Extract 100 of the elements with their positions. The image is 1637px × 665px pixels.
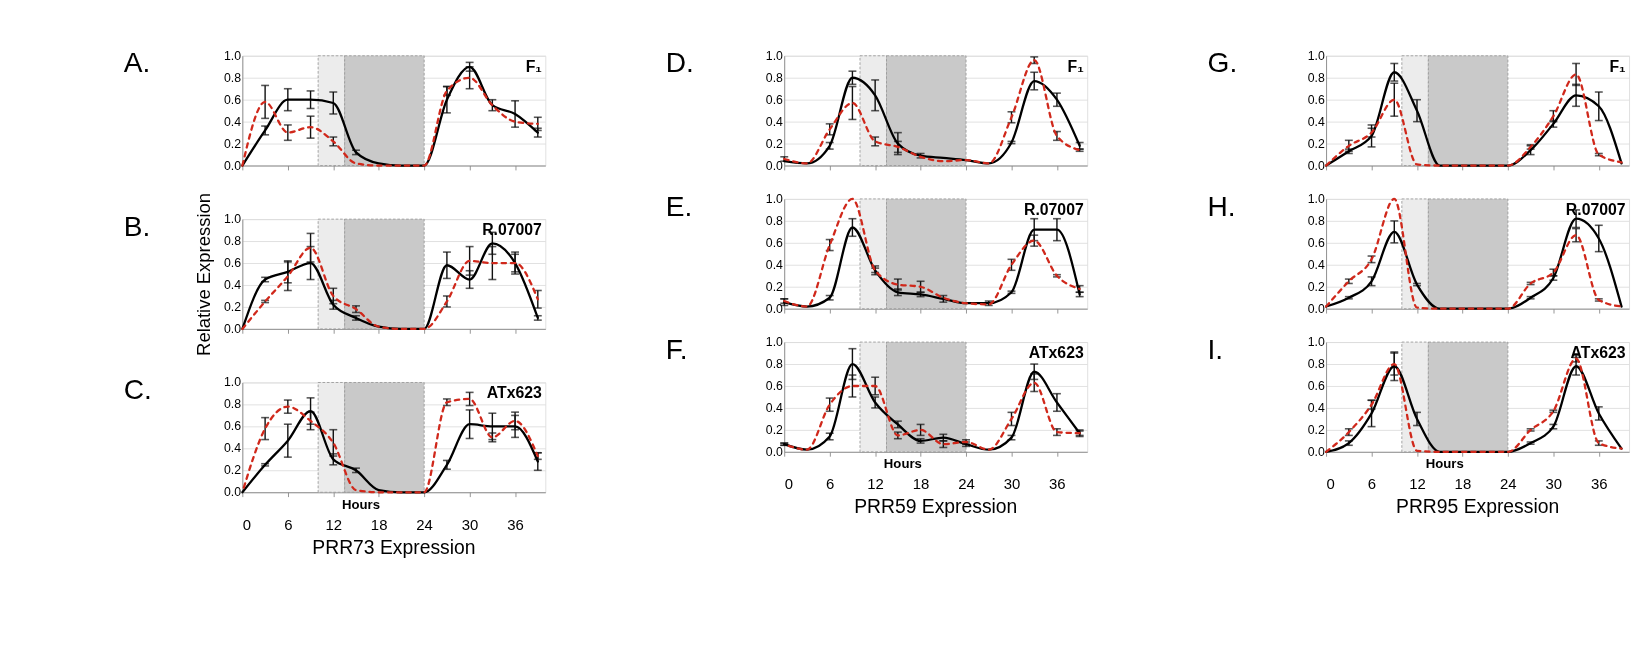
text: F. <box>665 333 688 365</box>
annotation: R.07007 <box>482 220 543 238</box>
line-series <box>1324 217 1623 310</box>
x-tick-label: 18 <box>370 515 388 533</box>
annotation: R.07007 <box>1023 200 1084 218</box>
y-tick-label: 0.8 <box>223 70 242 85</box>
y-tick-label: 1.0 <box>223 375 242 390</box>
y-tick-label: 0.4 <box>223 114 242 129</box>
text: E. <box>665 190 693 222</box>
x-axis-title: Hours <box>341 496 380 512</box>
y-tick-label: 0.6 <box>1307 235 1325 250</box>
y-tick-label: 1.0 <box>765 48 784 63</box>
y-tick-label: 0.4 <box>223 441 242 456</box>
y-tick-label: 0.4 <box>765 257 784 272</box>
y-tick-label: 0.0 <box>1307 158 1325 173</box>
x-tick-label: 12 <box>325 515 343 533</box>
annotation: ATx623 <box>1028 343 1084 361</box>
y-tick-label: 0.6 <box>765 235 784 250</box>
y-tick-label: 0.2 <box>223 136 242 151</box>
x-tick-label: 0 <box>1326 475 1335 493</box>
x-tick-label: 0 <box>242 515 252 533</box>
x-tick-label: 24 <box>416 515 433 533</box>
y-axis-title: Relative Expression <box>192 192 214 356</box>
y-tick-label: 0.8 <box>223 397 242 412</box>
y-tick-label: 0.8 <box>1307 213 1325 228</box>
y-tick-label: 0.4 <box>1307 114 1325 129</box>
x-tick-label: 24 <box>958 475 975 493</box>
x-tick-label: 6 <box>284 515 293 533</box>
annotation: R.07007 <box>1565 200 1626 218</box>
y-tick-label: 0.0 <box>223 321 242 336</box>
x-tick-label: 18 <box>912 475 930 493</box>
y-tick-label: 0.8 <box>765 70 784 85</box>
y-tick-label: 0.2 <box>1307 279 1325 294</box>
y-tick-label: 0.2 <box>765 422 784 437</box>
y-tick-label: 1.0 <box>1307 48 1325 63</box>
y-tick-label: 0.6 <box>223 256 242 271</box>
y-tick-label: 0.0 <box>1307 301 1325 316</box>
y-tick-label: 0.6 <box>1307 92 1325 107</box>
y-tick-label: 0.4 <box>765 114 784 129</box>
y-tick-label: 0.0 <box>223 158 242 173</box>
y-tick-label: 0.2 <box>1307 136 1325 151</box>
annotation: ATx623 <box>1570 343 1626 361</box>
x-axis-title: Hours <box>1425 456 1464 472</box>
x-tick-label: 6 <box>1367 475 1377 493</box>
x-tick-label: 12 <box>1409 475 1426 493</box>
annotation: F₁ <box>525 57 542 75</box>
x-tick-label: 24 <box>1500 475 1517 493</box>
text: H. <box>1207 190 1236 222</box>
text: I. <box>1207 333 1224 365</box>
x-tick-label: 30 <box>461 515 479 533</box>
y-tick-label: 0.8 <box>1307 357 1325 371</box>
text: B. <box>123 210 151 242</box>
y-tick-label: 1.0 <box>1307 191 1325 206</box>
x-tick-label: 0 <box>784 475 793 493</box>
y-tick-label: 0.8 <box>765 357 784 371</box>
y-tick-label: 0.2 <box>765 279 784 294</box>
text: C. <box>123 374 152 406</box>
y-tick-label: 0.0 <box>1307 444 1325 459</box>
annotation: F₁ <box>1067 57 1084 75</box>
y-tick-label: 0.2 <box>223 299 242 314</box>
y-tick-label: 0.0 <box>765 444 784 459</box>
annotation: F₁ <box>1609 57 1626 75</box>
y-tick-label: 1.0 <box>223 48 242 63</box>
x-tick-label: 30 <box>1545 475 1563 493</box>
y-tick-label: 0.8 <box>223 234 242 249</box>
y-tick-label: 0.0 <box>765 158 784 173</box>
y-tick-label: 0.6 <box>765 92 784 107</box>
y-tick-label: 0.4 <box>1307 257 1325 272</box>
x-tick-label: 30 <box>1003 475 1021 493</box>
annotation: ATx623 <box>486 384 543 402</box>
text: PRR95 Expression <box>1396 496 1560 518</box>
y-tick-label: 0.0 <box>765 301 784 316</box>
text: D. <box>665 47 694 79</box>
x-tick-label: 18 <box>1454 475 1472 493</box>
text: PRR59 Expression <box>854 496 1018 518</box>
y-tick-label: 0.2 <box>223 463 242 478</box>
y-tick-label: 1.0 <box>1307 335 1325 350</box>
line-series <box>1324 197 1623 310</box>
x-axis-title: Hours <box>883 456 922 472</box>
y-tick-label: 0.6 <box>223 92 242 107</box>
y-tick-label: 0.6 <box>223 419 242 434</box>
y-tick-label: 0.2 <box>765 136 784 151</box>
y-tick-label: 0.8 <box>765 213 784 228</box>
text: A. <box>123 47 151 79</box>
y-tick-label: 0.6 <box>765 378 784 393</box>
y-tick-label: 0.8 <box>1307 70 1325 85</box>
y-tick-label: 0.4 <box>1307 400 1325 415</box>
y-tick-label: 1.0 <box>223 212 242 227</box>
y-tick-label: 0.6 <box>1307 378 1325 393</box>
x-tick-label: 36 <box>1049 475 1066 493</box>
text: G. <box>1207 47 1238 79</box>
y-tick-label: 0.4 <box>765 400 784 415</box>
x-tick-label: 36 <box>507 515 524 533</box>
text: PRR73 Expression <box>312 536 476 558</box>
y-tick-label: 0.0 <box>223 485 242 500</box>
x-tick-label: 36 <box>1590 475 1608 493</box>
x-tick-label: 6 <box>825 475 835 493</box>
y-tick-label: 0.4 <box>223 277 242 292</box>
y-tick-label: 0.2 <box>1307 422 1325 437</box>
y-tick-label: 1.0 <box>765 191 784 206</box>
